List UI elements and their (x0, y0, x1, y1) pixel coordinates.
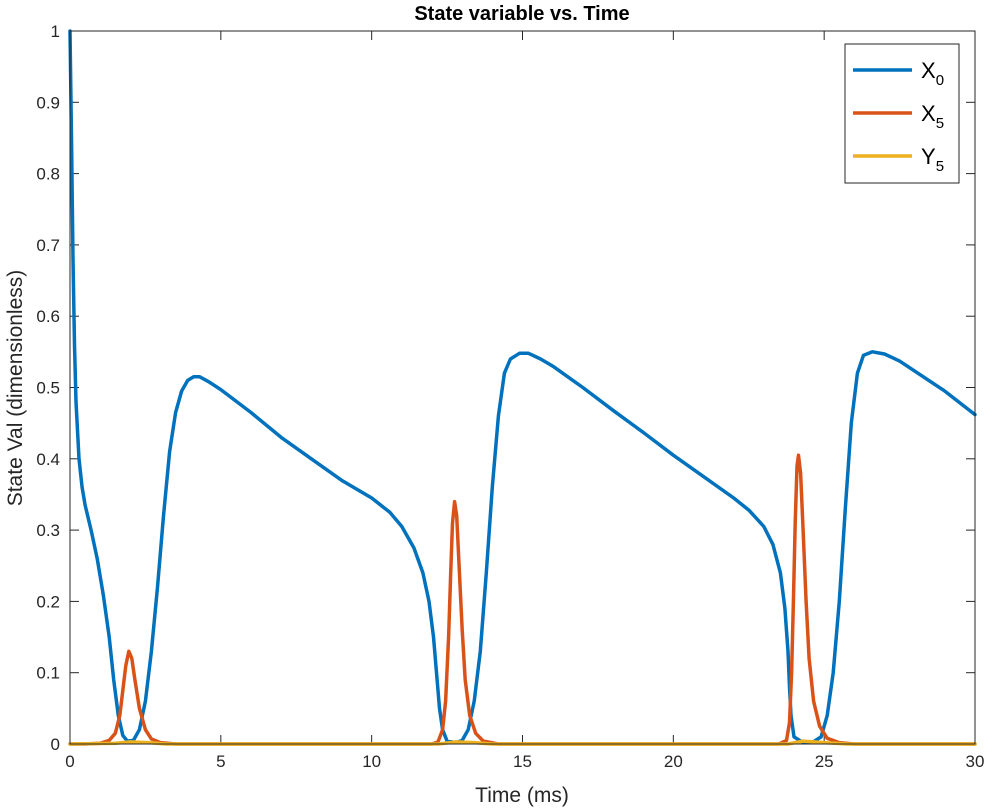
series-lines (68, 29, 977, 746)
legend-entry-label: X5 (921, 101, 944, 132)
x-tick-label: 20 (664, 752, 683, 771)
x-axis-ticks: 0 5 10 15 20 25 30 (65, 31, 984, 771)
y-tick-label: 0.2 (36, 592, 60, 611)
y-tick-label: 0.5 (36, 379, 60, 398)
legend-entry-subscript: 5 (936, 158, 944, 175)
y-tick-label: 0.7 (36, 236, 60, 255)
y-tick-label: 0.8 (36, 165, 60, 184)
x-tick-label: 0 (65, 752, 74, 771)
y-tick-label: 0.4 (36, 450, 60, 469)
legend-entry-main: X (921, 101, 936, 126)
legend-entry-subscript: 5 (936, 115, 944, 132)
legend-entry-label: X0 (921, 58, 944, 89)
plot-border (69, 30, 976, 745)
x-tick-label: 30 (966, 752, 985, 771)
y-tick-label: 0.1 (36, 664, 60, 683)
y-axis-ticks: 0 0.1 0.2 0.3 0.4 0.5 0.6 0.7 0.8 0.9 1 (36, 22, 975, 754)
x-tick-label: 15 (513, 752, 532, 771)
x-axis-label: Time (ms) (475, 784, 569, 807)
y-axis-label: State Val (dimensionless) (4, 270, 27, 507)
legend-entry-main: X (921, 58, 936, 83)
x-tick-label: 25 (815, 752, 834, 771)
legend-entry-main: Y (921, 144, 936, 169)
y-tick-label: 0.9 (36, 93, 60, 112)
plot-background (70, 31, 975, 744)
legend-entry-label: Y5 (921, 144, 944, 175)
chart-title: State variable vs. Time (414, 3, 629, 25)
x-tick-label: 5 (216, 752, 225, 771)
legend-entry-subscript: 0 (936, 72, 944, 89)
series-line-y5 (68, 739, 977, 746)
plot-area (70, 31, 975, 744)
y-tick-label: 0.6 (36, 307, 60, 326)
y-tick-label: 0.3 (36, 521, 60, 540)
x-tick-label: 10 (362, 752, 381, 771)
series-line-x5 (68, 453, 977, 746)
y-tick-label: 1 (51, 22, 60, 41)
y-tick-label: 0 (51, 735, 60, 754)
